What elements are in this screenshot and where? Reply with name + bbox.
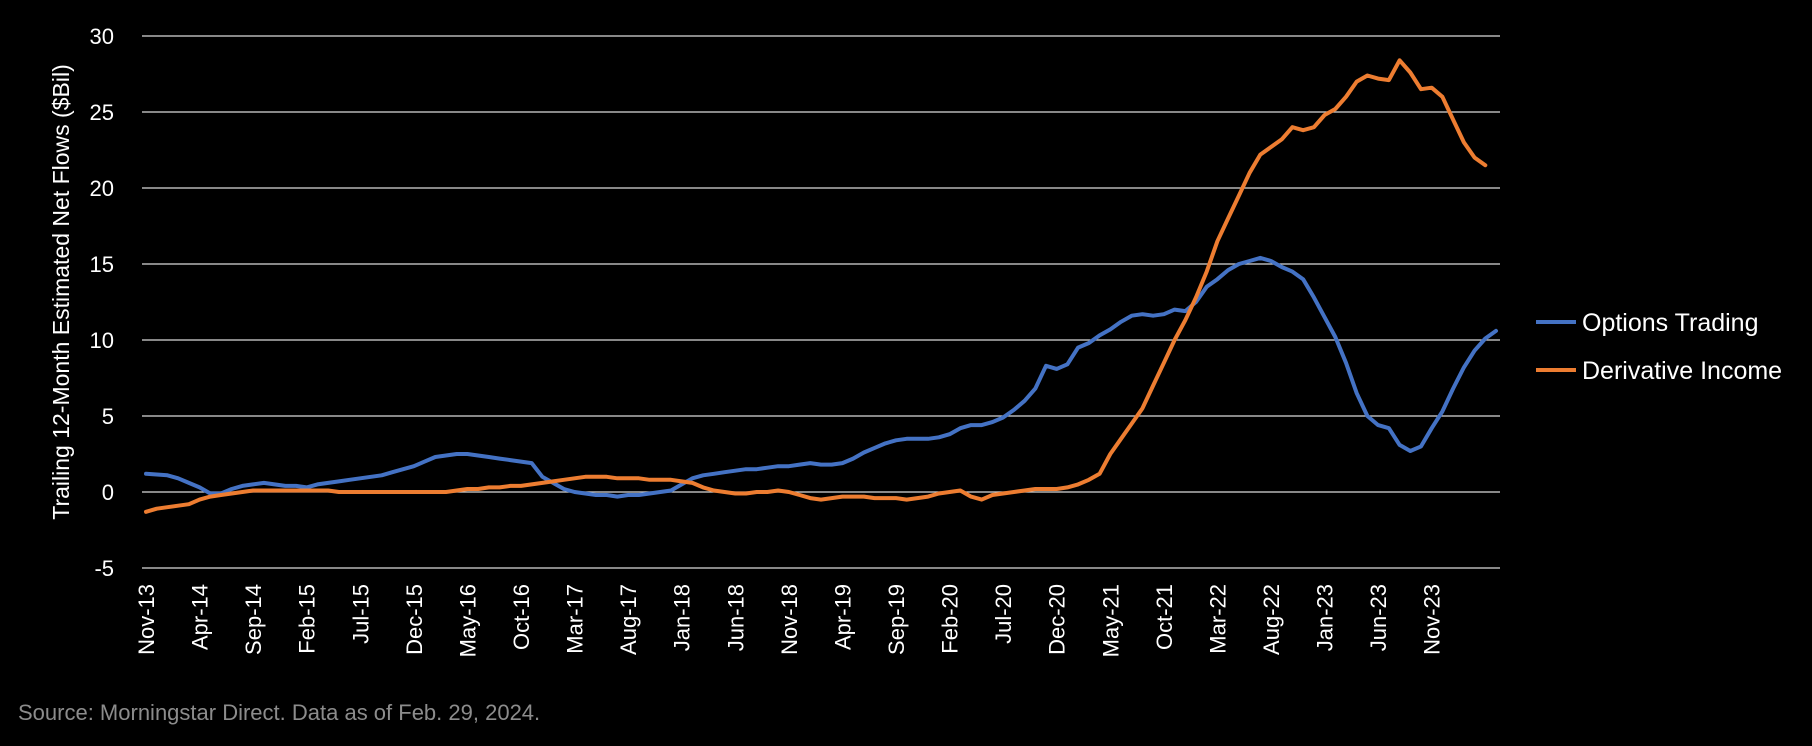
x-tick-label: Sep-19 [884,584,909,655]
x-tick-label: Oct-21 [1152,584,1177,650]
x-tick-label: Jul-15 [348,584,373,644]
x-tick-label: Nov-13 [134,584,159,655]
y-tick-label: -5 [94,556,114,581]
x-tick-label: Nov-23 [1420,584,1445,655]
x-tick-label: Apr-14 [188,584,213,650]
x-axis-tick-labels: Nov-13 Apr-14 Sep-14 Feb-15 Jul-15 Dec-15 May-… [134,584,1445,657]
legend-label: Options Trading [1582,309,1759,337]
y-axis-tick-labels: -5 0 5 10 15 20 25 30 [90,24,114,581]
x-tick-label: Apr-19 [830,584,855,650]
x-tick-label: Feb-20 [938,584,963,654]
x-tick-label: Aug-22 [1259,584,1284,655]
x-tick-label: Mar-17 [563,584,588,654]
y-tick-label: 25 [90,100,114,125]
x-tick-label: Jan-18 [670,584,695,651]
gridlines [142,35,1500,569]
series-lines [144,58,1498,514]
legend: Options Trading Derivative Income [1536,309,1782,385]
x-tick-label: May-21 [1098,584,1123,657]
y-tick-label: 0 [102,480,114,505]
x-tick-label: Jan-23 [1313,584,1338,651]
x-tick-label: Oct-16 [509,584,534,650]
series-line [144,255,1498,499]
x-tick-label: Jun-23 [1366,584,1391,651]
x-tick-label: Dec-15 [402,584,427,655]
x-tick-label: Feb-15 [295,584,320,654]
y-axis-title: Trailing 12-Month Estimated Net Flows ($… [48,64,74,519]
series-line [144,58,1488,514]
x-tick-label: Mar-22 [1205,584,1230,654]
x-tick-label: Jul-20 [991,584,1016,644]
y-tick-label: 30 [90,24,114,49]
y-tick-label: 15 [90,252,114,277]
x-tick-label: May-16 [455,584,480,657]
y-tick-label: 5 [102,404,114,429]
x-tick-label: Aug-17 [616,584,641,655]
legend-label: Derivative Income [1582,357,1782,385]
x-tick-label: Sep-14 [241,584,266,655]
y-tick-label: 20 [90,176,114,201]
x-tick-label: Dec-20 [1045,584,1070,655]
x-tick-label: Jun-18 [723,584,748,651]
x-tick-label: Nov-18 [777,584,802,655]
y-tick-label: 10 [90,328,114,353]
source-note: Source: Morningstar Direct. Data as of F… [18,700,541,725]
